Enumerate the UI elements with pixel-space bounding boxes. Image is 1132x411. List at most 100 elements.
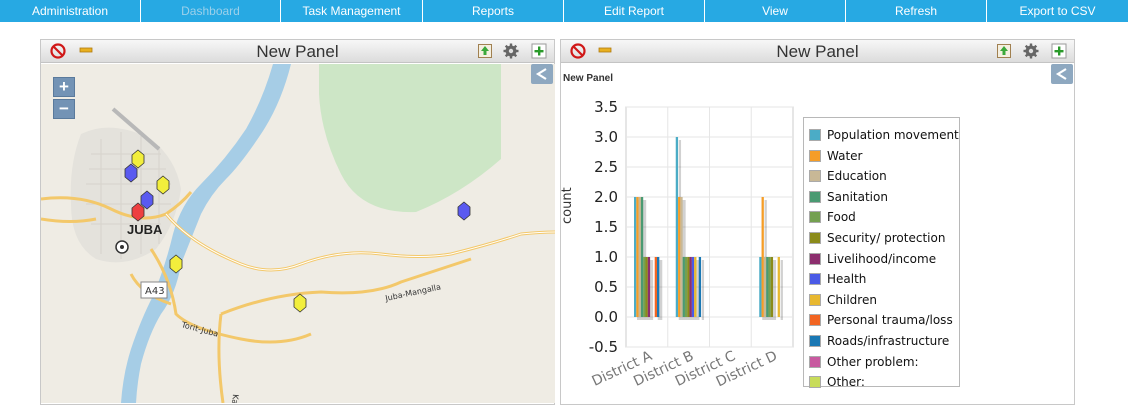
legend-label: Other problem: (827, 354, 919, 369)
legend-item[interactable]: Security/ protection (809, 228, 945, 248)
close-icon[interactable] (570, 43, 586, 59)
close-icon[interactable] (50, 43, 66, 59)
legend-item[interactable]: Water (809, 146, 862, 166)
map-view[interactable]: Juba-Mangalla Torit-Juba Kapoeta A43 JUB… (41, 64, 555, 403)
legend-item[interactable]: Population movement (809, 125, 959, 145)
nav-export-to-csv[interactable]: Export to CSV (987, 0, 1128, 22)
add-icon[interactable] (1051, 43, 1067, 59)
legend-item[interactable]: Other problem: (809, 352, 919, 372)
bar-shadow (697, 260, 700, 320)
nav-view[interactable]: View (705, 0, 845, 22)
bar[interactable] (768, 257, 771, 317)
nav-task-management[interactable]: Task Management (281, 0, 422, 22)
bar[interactable] (759, 257, 762, 317)
panel-title: New Panel (256, 42, 339, 61)
map-marker[interactable] (457, 201, 471, 221)
bar[interactable] (770, 257, 774, 317)
legend-item[interactable]: Food (809, 207, 856, 227)
legend-swatch (809, 314, 821, 327)
bar[interactable] (657, 257, 660, 317)
map-marker[interactable] (293, 293, 307, 313)
bar[interactable] (698, 257, 702, 317)
minimize-icon[interactable] (598, 43, 614, 59)
bar[interactable] (634, 197, 637, 317)
legend-item[interactable]: Education (809, 166, 887, 186)
map-marker[interactable] (124, 163, 138, 183)
map-markers (124, 149, 471, 313)
bar[interactable] (689, 257, 692, 317)
legend-label: Education (827, 169, 887, 184)
legend-swatch (809, 211, 821, 224)
chart-panel-header: New Panel (561, 40, 1074, 63)
gear-icon[interactable] (503, 43, 519, 59)
river (121, 64, 291, 403)
bar[interactable] (678, 197, 681, 317)
park-area (319, 64, 501, 213)
legend-item[interactable]: Children (809, 290, 877, 310)
nav-edit-report[interactable]: Edit Report (564, 0, 704, 22)
nav-refresh[interactable]: Refresh (846, 0, 986, 22)
legend-label: Children (827, 292, 877, 307)
bar[interactable] (777, 257, 780, 317)
map-marker[interactable] (131, 202, 145, 222)
bar[interactable] (687, 257, 690, 317)
y-tick-label: 1.5 (594, 218, 618, 236)
legend-item[interactable]: Personal trauma/loss (809, 310, 953, 330)
bar[interactable] (680, 197, 683, 317)
bar[interactable] (761, 197, 764, 317)
y-tick-label: 0.5 (594, 278, 618, 296)
y-tick-label: 3.5 (594, 98, 618, 116)
map-marker[interactable] (169, 254, 183, 274)
bar[interactable] (691, 257, 695, 317)
legend-label: Health (827, 272, 867, 287)
bar[interactable] (647, 257, 651, 317)
bar[interactable] (654, 257, 657, 317)
bar[interactable] (763, 257, 767, 317)
nav-administration[interactable]: Administration (0, 0, 140, 22)
zoom-out-label: − (59, 99, 69, 118)
legend-swatch (809, 252, 821, 265)
bar-shadow (650, 260, 654, 320)
chevron-left-icon (535, 68, 547, 80)
bar[interactable] (640, 197, 644, 317)
map-panel-header: New Panel (41, 40, 554, 63)
legend-item[interactable]: Livelihood/income (809, 249, 936, 269)
nav-reports[interactable]: Reports (423, 0, 563, 22)
export-icon[interactable] (996, 43, 1012, 59)
map-marker[interactable] (156, 175, 170, 195)
collapse-button[interactable] (1051, 64, 1073, 84)
y-tick-label: 3.0 (594, 128, 618, 146)
legend-item[interactable]: Roads/infrastructure (809, 331, 949, 351)
bar[interactable] (682, 257, 685, 317)
legend-label: Food (827, 210, 856, 225)
bar[interactable] (675, 137, 679, 317)
bar[interactable] (636, 197, 639, 317)
zoom-in-label: + (59, 77, 69, 96)
minimize-icon[interactable] (79, 43, 95, 59)
bar[interactable] (645, 257, 648, 317)
legend-item[interactable]: Other: (809, 372, 865, 392)
zoom-in-button[interactable]: + (53, 77, 75, 97)
map-marker[interactable] (140, 190, 154, 210)
nav-dashboard[interactable]: Dashboard (141, 0, 280, 22)
bar[interactable] (643, 257, 646, 317)
collapse-button[interactable] (531, 64, 553, 84)
map-canvas[interactable]: Juba-Mangalla Torit-Juba Kapoeta A43 JUB… (41, 64, 555, 403)
export-icon[interactable] (477, 43, 493, 59)
map-marker[interactable] (131, 149, 145, 169)
legend-swatch (809, 190, 821, 203)
add-icon[interactable] (531, 43, 547, 59)
road-marker-label: A43 (145, 286, 165, 297)
legend-swatch (809, 149, 821, 162)
legend-item[interactable]: Health (809, 269, 866, 289)
zoom-out-button[interactable]: − (53, 99, 75, 119)
bar[interactable] (766, 257, 769, 317)
bar[interactable] (684, 257, 688, 317)
legend-item[interactable]: Sanitation (809, 187, 888, 207)
chart-title: New Panel (563, 73, 613, 84)
bar-shadow (660, 260, 663, 320)
legend-label: Roads/infrastructure (827, 334, 950, 348)
gear-icon[interactable] (1023, 43, 1039, 59)
bar[interactable] (638, 197, 641, 317)
bar[interactable] (694, 257, 697, 317)
